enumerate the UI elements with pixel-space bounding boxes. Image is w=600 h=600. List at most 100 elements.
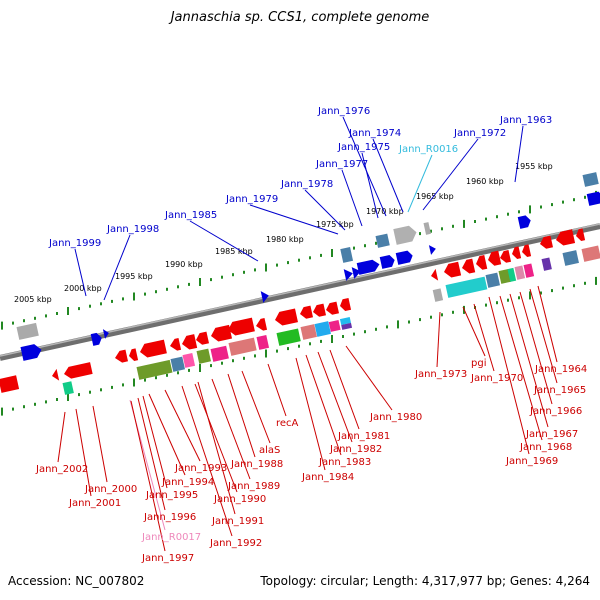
forward-gene [343, 269, 353, 281]
reverse-gene [507, 267, 517, 282]
leader-line [473, 303, 495, 372]
tick-mark [34, 316, 36, 320]
reverse-gene-label: Jann_1996 [143, 512, 196, 523]
forward-gene [395, 250, 413, 265]
tick-mark [45, 314, 47, 318]
reverse-gene [196, 348, 212, 364]
forward-gene [393, 225, 417, 245]
tick-mark [353, 246, 355, 250]
tick-mark [45, 400, 47, 404]
tick-mark [331, 335, 333, 343]
tick-mark [144, 292, 146, 296]
kbp-scale-label: 1970 kbp [366, 207, 404, 216]
leader-line [537, 285, 558, 363]
tick-mark [540, 205, 542, 209]
tick-mark [221, 275, 223, 279]
reverse-gene-label: Jann_1969 [505, 456, 558, 467]
reverse-gene-label: recA [276, 418, 299, 429]
tick-mark [177, 371, 179, 375]
forward-gene [20, 344, 42, 361]
reverse-gene [170, 337, 182, 351]
tick-mark [232, 359, 234, 363]
reverse-gene [64, 362, 93, 379]
kbp-scale: 2005 kbp 2000 kbp 1995 kbp 1990 kbp 1985 kbp… [14, 162, 553, 304]
genome-title: Jannaschia sp. CCS1, complete genome [170, 10, 430, 25]
tick-mark [518, 296, 520, 300]
tick-mark [243, 356, 245, 360]
reverse-gene [581, 245, 600, 262]
reverse-gene [500, 249, 512, 263]
leader-line [164, 389, 201, 462]
tick-mark [562, 286, 564, 290]
lower-tick-track [1, 276, 597, 416]
forward-gene [423, 222, 431, 235]
tick-mark [1, 407, 3, 416]
reverse-gene [498, 269, 512, 284]
forward-gene [582, 172, 599, 187]
tick-mark [342, 335, 344, 338]
tick-mark [23, 405, 25, 409]
tick-mark [133, 292, 135, 301]
tick-mark [496, 301, 498, 305]
reverse-gene-label: Jann_1966 [529, 406, 582, 417]
reverse-gene [300, 305, 314, 319]
tick-mark [67, 307, 69, 315]
leader-line [189, 220, 259, 262]
tick-mark [23, 319, 25, 323]
tick-mark [375, 327, 377, 331]
forward-gene-label: Jann_R0016 [398, 144, 458, 155]
leader-line [345, 345, 393, 411]
forward-gene-label: Jann_1975 [337, 142, 390, 153]
tick-mark [144, 378, 146, 382]
tick-mark [287, 261, 289, 265]
forward-gene-label: Jann_1972 [453, 128, 506, 139]
tick-mark [529, 205, 531, 214]
label-leader-lines [57, 116, 558, 552]
tick-mark [309, 342, 311, 346]
reverse-gene-label: alaS [259, 445, 280, 456]
tick-mark [364, 244, 366, 248]
tick-mark [287, 347, 289, 351]
leader-line [436, 311, 441, 368]
leader-line [342, 116, 387, 217]
tick-mark [540, 291, 542, 295]
reverse-gene [340, 297, 352, 312]
reverse-gene [523, 263, 535, 278]
leader-line [514, 125, 524, 183]
tick-mark [166, 287, 168, 291]
tick-mark [573, 284, 575, 288]
leader-line [529, 288, 558, 384]
tick-mark [430, 229, 432, 233]
reverse-gene [182, 334, 198, 350]
leader-line [74, 248, 87, 297]
reverse-gene-label: Jann_1997 [141, 553, 194, 564]
reverse-gene-label: Jann_1981 [337, 431, 390, 442]
leader-line [305, 354, 342, 456]
tick-mark [133, 378, 135, 387]
forward-gene [90, 332, 102, 346]
tick-mark [507, 298, 509, 302]
forward-gene-label: Jann_1977 [315, 159, 368, 170]
leader-line [142, 395, 168, 489]
reverse-gene [512, 246, 522, 260]
reverse-gene [52, 368, 60, 381]
reverse-gene-label: Jann_1965 [533, 385, 586, 396]
kbp-scale-label: 2005 kbp [14, 295, 52, 304]
reverse-gene [576, 228, 586, 242]
tick-mark [276, 349, 278, 353]
reverse-gene [0, 375, 20, 393]
tick-mark [232, 273, 234, 277]
reverse-gene [444, 261, 462, 278]
reverse-gene [488, 250, 502, 266]
forward-gene-label: Jann_1999 [48, 238, 101, 249]
leader-line [422, 138, 479, 211]
tick-mark [100, 302, 102, 306]
forward-gene-label: Jann_1979 [225, 194, 278, 205]
reverse-gene-label: Jann_1970 [470, 373, 523, 384]
forward-gene-label: Jann_1985 [164, 210, 217, 221]
reverse-gene [211, 324, 233, 342]
forward-gene [16, 322, 39, 340]
leader-line [130, 400, 166, 552]
reverse-gene [339, 316, 353, 330]
